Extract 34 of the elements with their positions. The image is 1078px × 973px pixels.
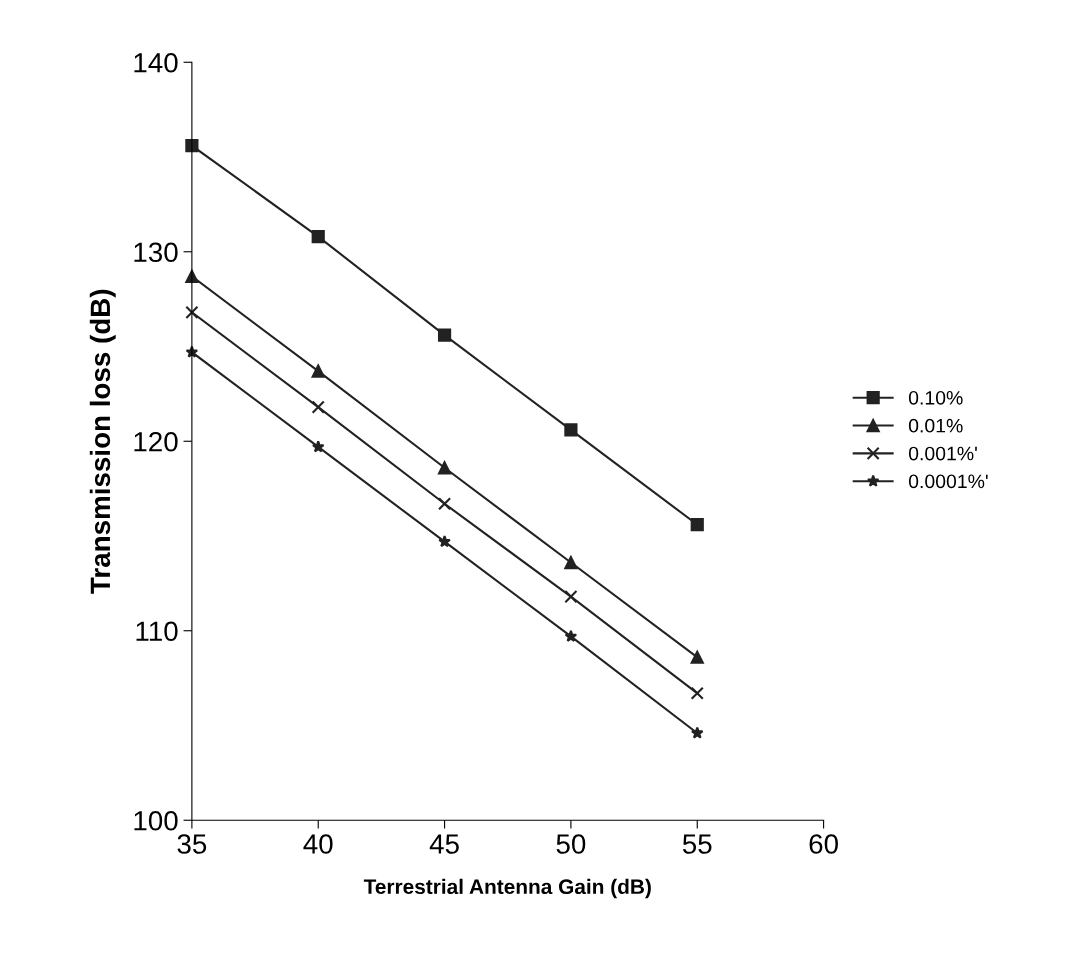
y-tick-label: 100	[134, 810, 178, 831]
point	[437, 497, 452, 511]
y-tick-label: 130	[134, 242, 178, 263]
point	[311, 230, 325, 244]
point	[690, 650, 704, 664]
point	[311, 400, 325, 414]
x-axis-title: Terrestrial Antenna Gain (dB)	[363, 878, 651, 899]
point	[690, 518, 704, 532]
x-tick-label: 40	[303, 834, 333, 854]
point	[690, 726, 704, 739]
point	[437, 461, 452, 475]
point	[311, 364, 325, 378]
point	[564, 629, 578, 642]
point	[690, 686, 704, 700]
point	[185, 305, 199, 319]
point	[564, 423, 578, 437]
point	[564, 555, 578, 570]
x-tick-label: 45	[429, 834, 459, 854]
legend-label: 0.001%'	[908, 446, 977, 461]
x-tick-label: 60	[809, 834, 838, 854]
x-tick-label: 35	[177, 834, 207, 854]
legend-label: 0.0001%'	[908, 474, 988, 489]
legend-label: 0.10%	[908, 390, 963, 405]
y-tick-label: 140	[134, 52, 178, 73]
point	[437, 328, 452, 342]
y-tick-label: 110	[136, 621, 178, 642]
y-axis-title: Transmission loss (dB)	[89, 289, 116, 594]
legend-label: 0.01%	[908, 418, 963, 433]
point	[311, 440, 325, 453]
x-tick-label: 50	[556, 834, 586, 854]
y-tick-label: 120	[134, 431, 178, 452]
x-tick-label: 55	[682, 834, 712, 854]
point	[564, 590, 578, 604]
point	[438, 535, 451, 548]
